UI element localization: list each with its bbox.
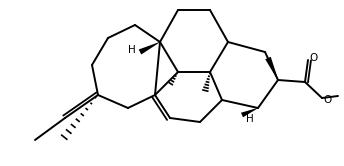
Polygon shape bbox=[139, 42, 160, 54]
Text: O: O bbox=[309, 53, 317, 63]
Text: O: O bbox=[323, 95, 331, 105]
Text: H: H bbox=[246, 114, 254, 124]
Polygon shape bbox=[265, 57, 278, 80]
Text: H: H bbox=[128, 45, 136, 55]
Polygon shape bbox=[241, 108, 258, 117]
